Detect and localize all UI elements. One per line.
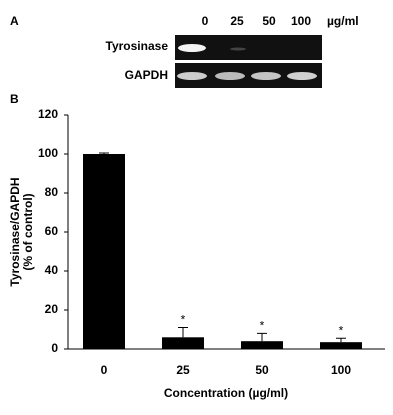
y-tick-label: 20: [45, 302, 59, 316]
unit-label: µg/ml: [327, 14, 359, 28]
y-tick-label: 60: [45, 224, 59, 238]
y-tick-label: 100: [38, 146, 58, 160]
bar: [162, 337, 204, 349]
x-tick-label: 50: [255, 363, 269, 377]
x-tick-label: 100: [331, 363, 351, 377]
y-tick-label: 120: [38, 107, 58, 121]
bar: [320, 342, 362, 349]
bar: [241, 341, 283, 349]
x-tick-label: 0: [101, 363, 108, 377]
error-bar: [99, 152, 109, 154]
y-tick-label: 40: [45, 263, 59, 277]
significance-mark: *: [260, 319, 265, 333]
significance-mark: *: [339, 323, 344, 337]
lane-label: 0: [202, 14, 209, 28]
y-axis-label: Tyrosinase/GAPDH: [8, 177, 22, 286]
panel-label: A: [10, 14, 19, 28]
lane-label: 100: [291, 14, 311, 28]
bar: [83, 154, 125, 349]
lane-label: 50: [262, 14, 276, 28]
error-bar: [178, 327, 188, 338]
gel-image: [175, 35, 322, 88]
y-tick-label: 0: [51, 341, 58, 355]
y-axis-label: (% of control): [21, 193, 35, 270]
error-bar: [257, 332, 267, 342]
x-axis-label: Concentration (µg/ml): [164, 386, 288, 400]
y-tick-label: 80: [45, 185, 59, 199]
row-label: GAPDH: [125, 68, 168, 82]
x-tick-label: 25: [176, 363, 190, 377]
lane-label: 25: [230, 14, 244, 28]
row-label: Tyrosinase: [106, 39, 169, 53]
significance-mark: *: [181, 313, 186, 327]
error-bar: [336, 337, 346, 343]
panel-label: B: [10, 92, 19, 106]
